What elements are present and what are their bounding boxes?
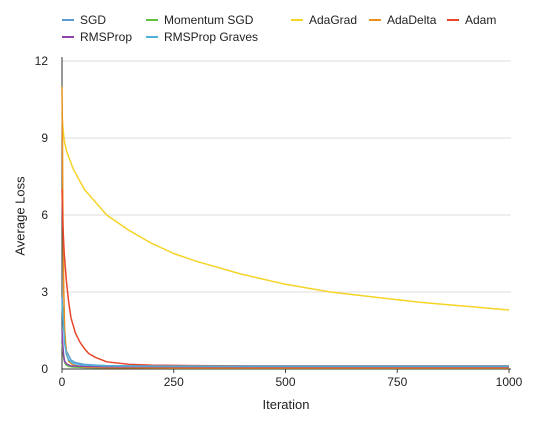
series-line-rmsprop: [61, 330, 509, 368]
legend-swatch: [146, 19, 158, 21]
legend-label: Adam: [465, 13, 497, 27]
y-tick-label: 9: [41, 131, 48, 145]
legend-item: AdaDelta: [369, 13, 436, 27]
legend-label: AdaGrad: [309, 13, 358, 27]
grid-lines: [62, 60, 511, 293]
legend-label: Momentum SGD: [164, 13, 254, 27]
y-tick-label: 0: [41, 362, 48, 376]
y-tick-label: 3: [41, 285, 48, 299]
legend-swatch: [62, 36, 74, 38]
x-axis-title: Iteration: [262, 397, 310, 412]
series-line-adadelta: [61, 86, 509, 369]
legend-label: AdaDelta: [387, 13, 437, 27]
legend-swatch: [291, 19, 303, 21]
series-line-sgd: [61, 297, 509, 367]
series-lines: [61, 86, 510, 369]
x-tick-label: 250: [164, 375, 184, 389]
y-tick-label: 6: [41, 208, 48, 222]
tick-labels: 0 3 6 9 12 0 250 500 750 1000: [35, 54, 523, 389]
legend-label: SGD: [80, 13, 107, 27]
legend-swatch: [62, 19, 74, 21]
x-tick-label: 500: [275, 375, 295, 389]
legend-swatch: [369, 19, 381, 21]
series-line-adagrad: [61, 112, 510, 311]
x-tick-label: 1000: [496, 375, 523, 389]
x-tick-label: 0: [59, 375, 66, 389]
legend-swatch: [146, 36, 158, 38]
y-axis-title: Average Loss: [12, 176, 28, 256]
legend-item: RMSProp: [62, 30, 132, 44]
legend-swatch: [447, 19, 459, 21]
series-line-adam: [61, 189, 509, 367]
legend-item: AdaGrad: [291, 13, 357, 27]
x-tick-label: 750: [387, 375, 407, 389]
legend-item: RMSProp Graves: [146, 30, 258, 44]
legend-item: SGD: [62, 13, 106, 27]
y-tick-label: 12: [35, 54, 49, 68]
series-line-rmsprop-graves: [61, 302, 509, 367]
legend-item: Adam: [447, 13, 496, 27]
legend-label: RMSProp: [80, 30, 133, 44]
legend-item: Momentum SGD: [146, 13, 253, 27]
legend-label: RMSProp Graves: [164, 30, 259, 44]
